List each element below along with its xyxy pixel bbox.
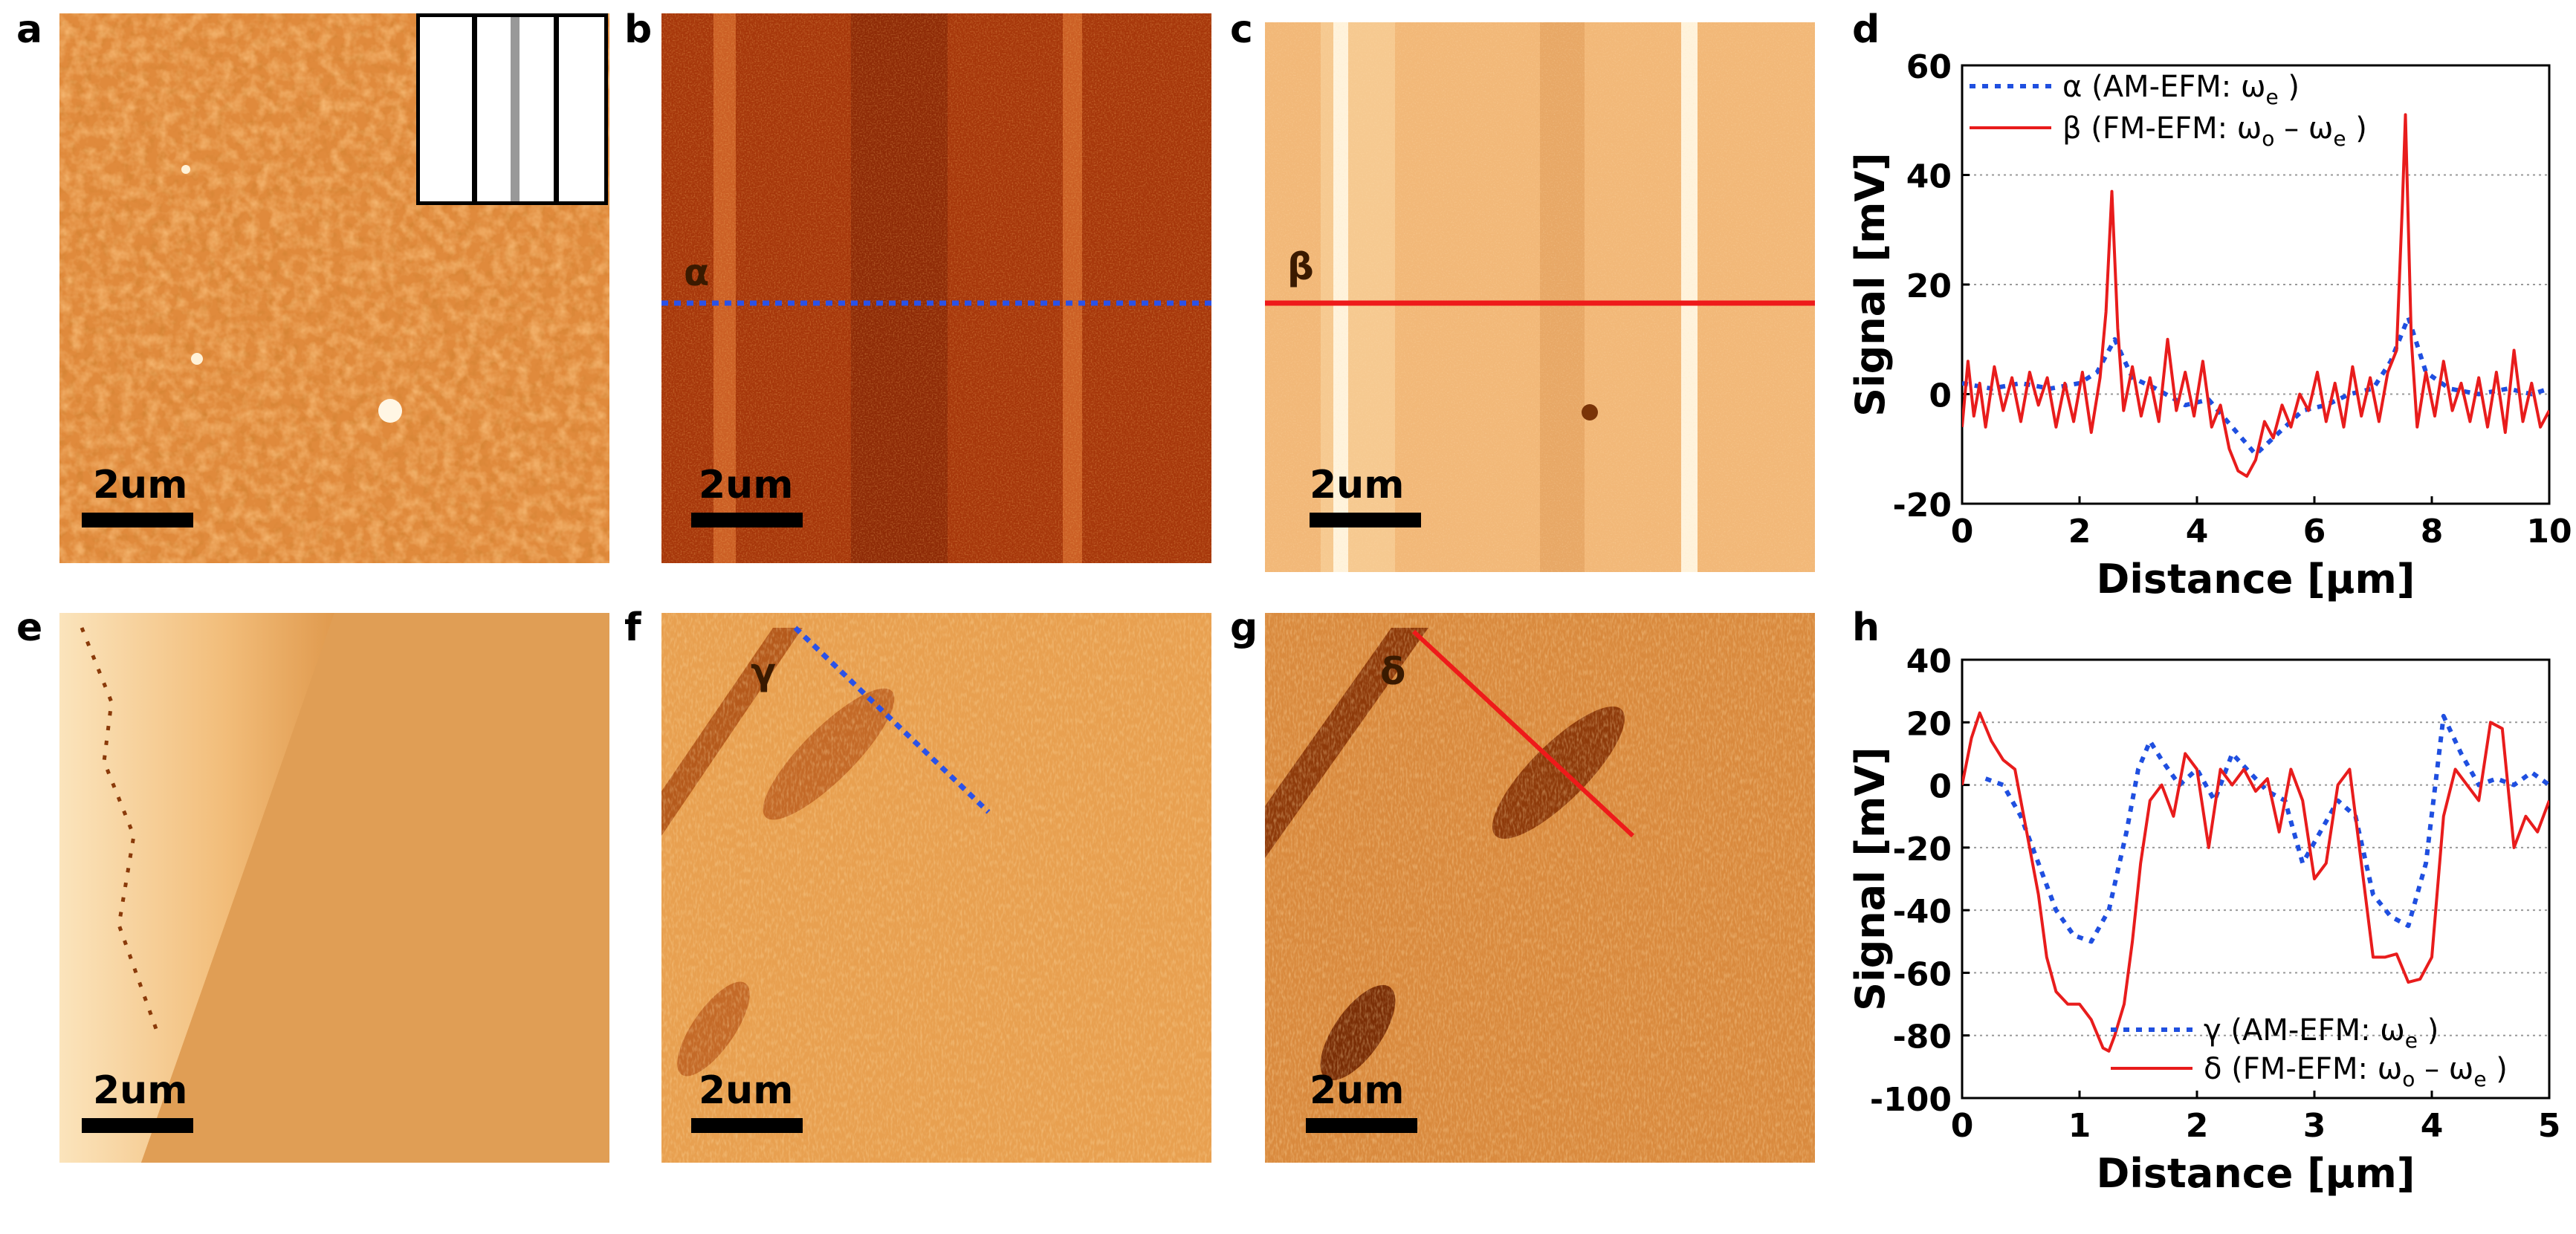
- panel-label-g: g: [1230, 605, 1258, 650]
- y-tick-label: 0: [1929, 377, 1952, 415]
- scale-bar: [691, 513, 803, 527]
- panel-label-b: b: [624, 7, 653, 52]
- y-tick-label: 20: [1906, 267, 1952, 305]
- am-efm-image-b: α 2um: [661, 13, 1211, 563]
- panel-label-f: f: [624, 605, 641, 650]
- y-axis-label: Signal [mV]: [1847, 747, 1894, 1011]
- series-line-fm-efm: [1962, 711, 2549, 1053]
- legend-entry: γ (AM-EFM: ωe ): [2204, 1013, 2439, 1053]
- line-label-alpha: α: [684, 251, 710, 294]
- scale-bar-label: 2um: [1310, 1068, 1405, 1113]
- legend-entry: α (AM-EFM: ωe ): [2062, 70, 2300, 109]
- scale-bar-label: 2um: [93, 1068, 188, 1113]
- panel-label-h: h: [1852, 605, 1880, 650]
- panel-label-c: c: [1230, 7, 1253, 52]
- plot-frame: [1961, 658, 2551, 1100]
- x-tick-label: 2: [2186, 1107, 2209, 1145]
- line-label-delta: δ: [1380, 650, 1406, 693]
- legend-entry: β (FM-EFM: ωo – ωe ): [2062, 111, 2367, 151]
- line-label-gamma: γ: [751, 650, 777, 693]
- scale-bar-label: 2um: [93, 463, 188, 507]
- y-tick-label: 60: [1906, 48, 1952, 86]
- x-tick-label: 10: [2526, 513, 2572, 551]
- y-tick-label: -100: [1870, 1081, 1952, 1119]
- y-tick-label: -20: [1893, 831, 1952, 868]
- x-tick-label: 4: [2186, 513, 2209, 551]
- y-tick-label: 0: [1929, 768, 1952, 806]
- scale-bar-label: 2um: [699, 1068, 794, 1113]
- x-axis-label: Distance [μm]: [2097, 556, 2415, 603]
- y-tick-label: 40: [1906, 158, 1952, 196]
- panel-label-a: a: [16, 7, 43, 52]
- x-tick-label: 0: [1951, 1107, 1974, 1145]
- y-axis-label: Signal [mV]: [1847, 152, 1894, 417]
- afm-topography-image-a: 2um: [59, 13, 609, 563]
- am-efm-image-f: γ 2um: [661, 613, 1211, 1163]
- y-tick-label: -20: [1893, 487, 1952, 525]
- series-line-am-efm: [1984, 713, 2549, 944]
- y-tick-label: -40: [1893, 893, 1952, 931]
- x-tick-label: 2: [2068, 513, 2091, 551]
- x-tick-label: 5: [2538, 1107, 2561, 1145]
- panel-label-e: e: [16, 605, 43, 650]
- x-tick-label: 0: [1951, 513, 1974, 551]
- scale-bar: [691, 1118, 803, 1133]
- fm-efm-image-g: δ 2um: [1265, 613, 1815, 1163]
- scale-bar: [82, 1118, 193, 1133]
- x-tick-label: 6: [2303, 513, 2326, 551]
- y-tick-label: -60: [1893, 955, 1952, 993]
- y-tick-label: -80: [1893, 1019, 1952, 1056]
- y-tick-label: 20: [1906, 705, 1952, 743]
- x-tick-label: 8: [2421, 513, 2444, 551]
- series-line-fm-efm: [1962, 113, 2549, 478]
- legend-entry: δ (FM-EFM: ωo – ωe ): [2204, 1052, 2508, 1091]
- scale-bar-label: 2um: [699, 463, 794, 507]
- x-axis-label: Distance [μm]: [2097, 1150, 2415, 1197]
- x-tick-label: 4: [2421, 1107, 2444, 1145]
- x-tick-label: 3: [2303, 1107, 2326, 1145]
- x-tick-label: 1: [2068, 1107, 2091, 1145]
- scale-bar: [1306, 1118, 1417, 1133]
- line-label-beta: β: [1287, 245, 1314, 288]
- scale-bar-label: 2um: [1310, 463, 1405, 507]
- afm-topography-image-e: 2um: [59, 613, 609, 1163]
- chart-h: -100 -80 -60 -40 -20 0 20 40 0 1 2 3 4 5 Distance [μm]…: [1847, 643, 2561, 1197]
- scale-bar: [82, 513, 193, 527]
- series-line-am-efm: [1962, 315, 2549, 457]
- scale-bar: [1310, 513, 1421, 527]
- fm-efm-image-c: β 2um: [1265, 22, 1815, 572]
- panel-label-d: d: [1852, 7, 1880, 52]
- y-tick-label: 40: [1906, 643, 1952, 681]
- electrode-schematic-inset: [416, 13, 608, 205]
